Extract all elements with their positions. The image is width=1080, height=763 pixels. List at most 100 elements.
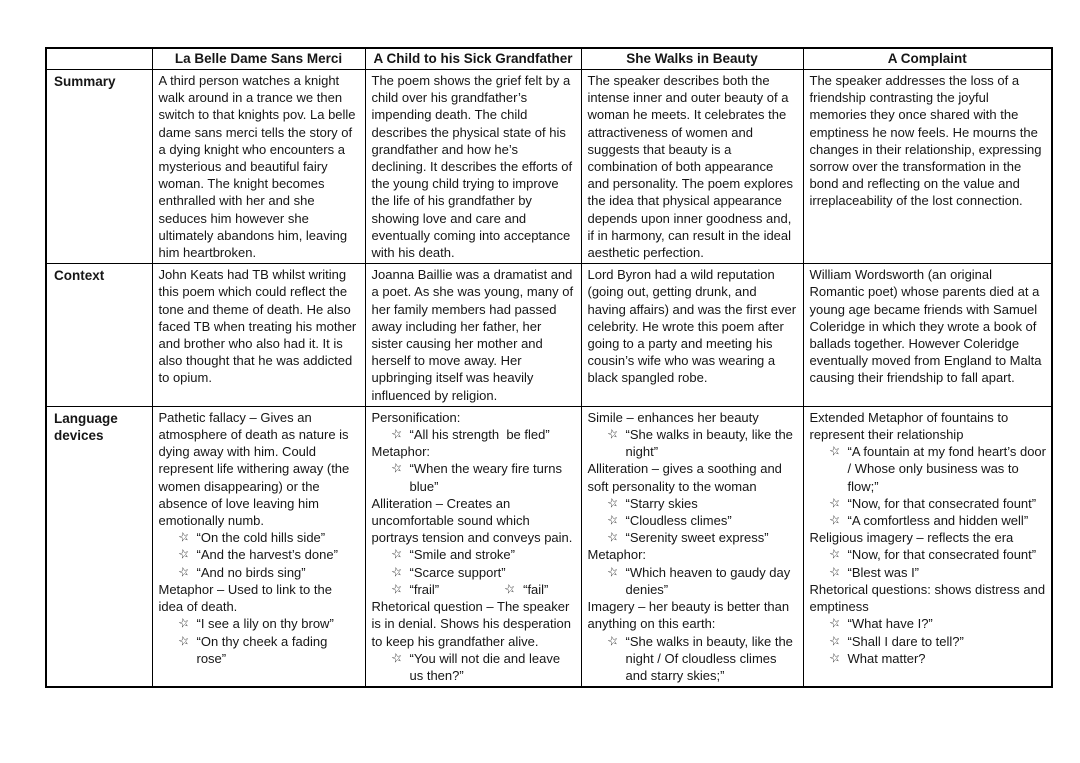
quote-text: “Now, for that consecrated fount” [847,547,1037,563]
star-icon: ☆ [389,460,404,477]
device-heading-text: Religious imagery – reflects the era [809,530,1014,546]
summary-cell-child-grandfather: The poem shows the grief felt by a child… [364,68,582,265]
star-icon: ☆ [605,563,620,580]
device-heading-text: Metaphor – Used to link to the idea of d… [158,581,336,615]
quote-text: “When the weary fire turns blue” [409,461,566,494]
quote-bullet: ☆ “On thy cheek a fading rose” [159,632,360,667]
device-heading-text: Pathetic fallacy – Gives an atmosphere o… [158,409,353,529]
column-header-she-walks-in-beauty: She Walks in Beauty [580,47,804,70]
column-header-a-complaint: A Complaint [802,47,1053,70]
quote-text: What matter? [847,650,926,666]
quote-bullet: ☆ “Blest was I” [810,564,1047,581]
corner-cell [45,47,153,70]
quote-text: “Scarce support” [409,564,506,580]
summary-text: The speaker describes both the intense i… [587,73,797,261]
context-text: Joanna Baillie was a dramatist and a poe… [371,267,577,403]
quote-bullet: ☆ “She walks in beauty, like the night / … [588,632,798,685]
quote-bullet: ☆ “And no birds sing” [159,564,360,581]
quote-bullet: ☆ “Serenity sweet express” [588,529,798,546]
quote-text: “fail” [523,581,549,597]
quote-text: “frail” [409,581,440,597]
summary-cell-she-walks-in-beauty: The speaker describes both the intense i… [580,68,804,265]
quote-bullet: ☆ “Which heaven to gaudy day denies” [588,564,798,598]
quote-bullet: ☆ “A comfortless and hidden well” [810,512,1047,529]
summary-text: The speaker addresses the loss of a frie… [809,73,1046,209]
device-heading-text: Metaphor: [371,444,431,460]
quote-text: “Now, for that consecrated fount” [847,495,1037,511]
quote-text: “Serenity sweet express” [625,530,769,546]
quote-bullet: ☆ What matter? [810,650,1047,667]
device-heading-text: Extended Metaphor of fountains to repres… [809,409,1012,443]
star-icon: ☆ [827,443,842,460]
quote-bullet: ☆ “I see a lily on thy brow” [159,615,360,632]
quote-text: “She walks in beauty, like the night” [625,427,797,460]
context-cell-child-grandfather: Joanna Baillie was a dramatist and a poe… [364,263,582,407]
language-cell-child-grandfather: Personification: ☆ “All his strength be fl… [364,405,582,688]
quote-bullet: ☆ “Now, for that consecrated fount” [810,495,1047,512]
quote-text: “And the harvest’s done” [196,547,338,563]
quote-text: “Shall I dare to tell?” [847,633,964,649]
quote-bullet: ☆ “Shall I dare to tell?” [810,632,1047,650]
quote-bullet: ☆ “fail” [497,581,549,598]
device-heading-text: Imagery – her beauty is better than anyt… [587,599,793,632]
star-icon: ☆ [605,632,620,649]
quote-bullet: ☆ “Now, for that consecrated fount” [810,546,1047,563]
quote-text: “All his strength be fled” [409,427,550,443]
quote-text: “I see a lily on thy brow” [196,616,334,632]
quote-text: “A fountain at my fond heart’s door / Wh… [847,444,1050,494]
quote-text: “And no birds sing” [196,564,306,580]
quote-bullet: ☆ “When the weary fire turns blue” [372,460,576,494]
context-cell-la-belle-dame: John Keats had TB whilst writing this po… [151,263,366,407]
summary-cell-la-belle-dame: A third person watches a knight walk aro… [151,68,366,265]
device-heading-text: Metaphor: [587,547,647,563]
row-label-language-devices: Language devices [45,405,153,688]
quote-bullet: ☆ “What have I?” [810,615,1047,632]
quote-text: “Cloudless climes” [625,513,732,529]
language-cell-la-belle-dame: Pathetic fallacy – Gives an atmosphere o… [151,405,366,688]
header-row: La Belle Dame Sans Merci A Child to his … [45,47,1053,70]
context-text: William Wordsworth (an original Romantic… [809,267,1046,386]
quote-bullet: ☆ “Starry skies [588,495,798,512]
device-heading-text: Alliteration – gives a soothing and soft… [587,461,786,494]
quote-text: “A comfortless and hidden well” [847,513,1029,529]
device-heading-text: Rhetorical questions: shows distress and… [809,581,1049,615]
star-icon: ☆ [389,649,404,666]
device-heading-text: Alliteration – Creates an uncomfortable … [371,495,573,546]
language-cell-a-complaint: Extended Metaphor of fountains to repres… [802,405,1053,688]
language-cell-she-walks-in-beauty: Simile – enhances her beauty ☆ “She walks … [580,405,804,688]
device-heading-text: Simile – enhances her beauty [587,409,759,425]
column-header-la-belle-dame: La Belle Dame Sans Merci [151,47,366,70]
quote-bullet: ☆ “And the harvest’s done” [159,546,360,563]
summary-text: A third person watches a knight walk aro… [158,73,360,261]
language-devices-row: Language devices Pathetic fallacy – Give… [45,405,1053,688]
device-heading-text: Personification: [371,409,461,425]
quote-bullet: ☆ “Smile and stroke” [372,546,576,563]
quote-bullet: ☆ “All his strength be fled” [372,426,576,443]
quote-bullet: ☆ “A fountain at my fond heart’s door / W… [810,443,1050,495]
device-heading-text: Rhetorical question – The speaker is in … [371,599,575,649]
star-icon: ☆ [605,425,620,443]
row-label-context: Context [45,263,153,407]
quote-text: “Blest was I” [847,564,920,580]
quote-text: “Smile and stroke” [409,547,515,563]
quote-text: “On the cold hills side” [196,530,326,546]
summary-row: Summary A third person watches a knight … [45,68,1053,265]
quote-bullet: ☆ “You will not die and leave us then?” [372,650,576,684]
summary-text: The poem shows the grief felt by a child… [371,73,576,261]
poem-comparison-table: La Belle Dame Sans Merci A Child to his … [45,47,1053,689]
quote-text: “You will not die and leave us then?” [409,650,564,683]
quote-text: “On thy cheek a fading rose” [196,633,331,666]
context-cell-she-walks-in-beauty: Lord Byron had a wild reputation (going … [580,263,804,407]
quote-bullet-pair: ☆ “frail” ☆ “fail” [372,581,576,598]
context-row: Context John Keats had TB whilst writing… [45,263,1053,407]
quote-bullet: ☆ “On the cold hills side” [159,529,360,546]
quote-bullet: ☆ “Scarce support” [372,564,576,581]
quote-text: “What have I?” [847,616,933,632]
quote-text: “Which heaven to gaudy day denies” [625,564,794,597]
row-label-summary: Summary [45,68,153,265]
column-header-child-grandfather: A Child to his Sick Grandfather [364,47,582,70]
quote-bullet: ☆ “frail” [384,581,440,598]
context-cell-a-complaint: William Wordsworth (an original Romantic… [802,263,1053,407]
summary-cell-a-complaint: The speaker addresses the loss of a frie… [802,68,1053,265]
